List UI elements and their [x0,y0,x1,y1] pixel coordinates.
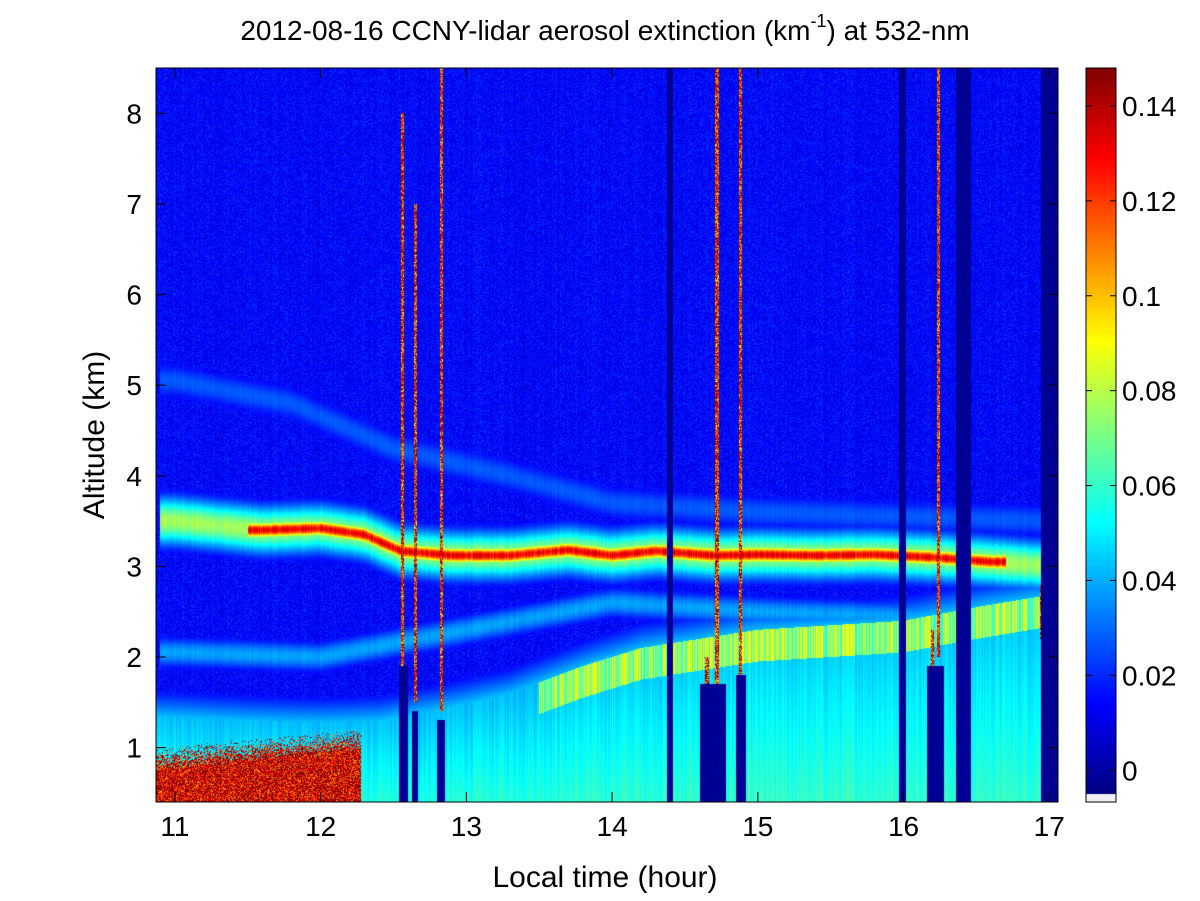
y-tick-label: 6 [126,280,142,311]
y-tick-label: 3 [126,551,142,582]
chart-title-prefix: 2012-08-16 CCNY-lidar aerosol extinction… [240,15,810,46]
y-tick-label: 5 [126,370,142,401]
chart-title: 2012-08-16 CCNY-lidar aerosol extinction… [240,11,969,46]
colorbar-tick-label: 0.08 [1122,376,1177,407]
colorbar-tick-label: 0.14 [1122,91,1177,122]
x-axis-label: Local time (hour) [492,861,717,894]
y-axis-label: Altitude (km) [78,351,111,519]
colorbar-tick-label: 0.02 [1122,660,1177,691]
x-tick-label: 15 [742,811,773,842]
x-tick-label: 17 [1034,811,1065,842]
y-tick-label: 8 [126,98,142,129]
x-axis-ticks: 11 12 13 14 15 16 17 [160,68,1065,842]
x-tick-label: 12 [305,811,336,842]
y-axis-ticks: 1 2 3 4 5 6 7 8 [126,98,1058,764]
x-tick-label: 13 [451,811,482,842]
chart-title-suffix: ) at 532-nm [826,15,969,46]
colorbar-tick-label: 0.06 [1122,471,1177,502]
plot-frame [155,67,1059,803]
x-tick-label: 11 [160,811,189,842]
heatmap-image-container [156,68,1058,802]
colorbar-tick-label: 0.04 [1122,565,1177,596]
colorbar-frame [1085,67,1117,803]
y-tick-label: 7 [126,189,142,220]
colorbar-image-container [1086,68,1116,802]
colorbar-tick-label: 0.12 [1122,186,1177,217]
x-tick-label: 16 [888,811,919,842]
extinction-heatmap [156,68,1058,802]
colorbar-tick-label: 0 [1122,755,1138,786]
colorbar-tick-label: 0.1 [1122,281,1161,312]
colorbar: 0 0.02 0.04 0.06 0.08 0.1 0.12 0.14 [1085,67,1177,803]
colorbar-gradient [1086,68,1116,802]
chart-title-superscript: -1 [810,11,826,31]
y-tick-label: 1 [126,733,142,764]
x-tick-label: 14 [597,811,628,842]
colorbar-ticks: 0 0.02 0.04 0.06 0.08 0.1 0.12 0.14 [1086,91,1177,786]
y-tick-label: 4 [126,461,142,492]
y-tick-label: 2 [126,642,142,673]
